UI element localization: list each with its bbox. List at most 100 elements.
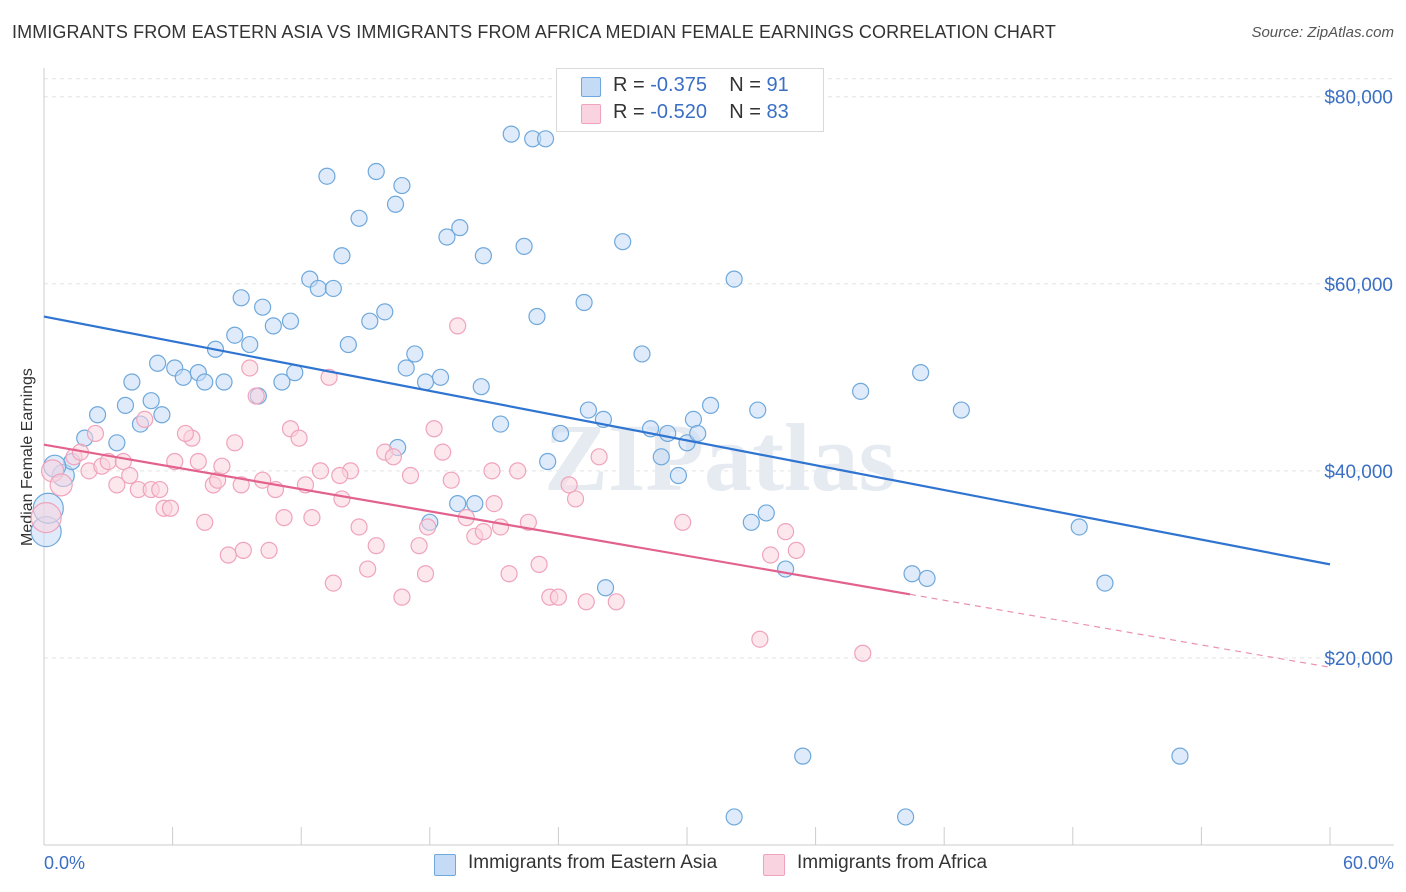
data-point xyxy=(213,457,231,475)
data-point xyxy=(485,494,503,513)
data-point xyxy=(725,808,743,826)
series-legend: Immigrants from Eastern Asia Immigrants … xyxy=(0,852,1406,878)
data-point xyxy=(331,466,349,485)
data-point xyxy=(897,808,915,826)
data-point xyxy=(749,401,767,419)
data-point xyxy=(88,406,107,424)
data-point xyxy=(761,546,780,564)
legend-label-africa: Immigrants from Africa xyxy=(797,852,988,873)
legend-r-value: -0.375 xyxy=(650,74,707,96)
data-point xyxy=(309,279,327,298)
legend-n-value: 91 xyxy=(766,74,789,96)
data-point xyxy=(161,499,180,517)
legend-n-value: 83 xyxy=(766,101,789,123)
data-point xyxy=(410,537,428,555)
data-point xyxy=(614,233,632,251)
data-point xyxy=(472,378,490,396)
data-point xyxy=(419,518,437,536)
data-point xyxy=(509,462,527,480)
data-point xyxy=(241,335,259,354)
data-point xyxy=(303,509,321,527)
data-point xyxy=(416,373,435,391)
data-point xyxy=(751,630,769,648)
chart-title: IMMIGRANTS FROM EASTERN ASIA VS IMMIGRAN… xyxy=(12,22,1056,42)
trend-line xyxy=(43,443,911,596)
data-point xyxy=(241,359,259,377)
data-point xyxy=(151,480,169,499)
data-point xyxy=(633,345,651,363)
data-point xyxy=(333,490,351,508)
data-point xyxy=(1171,747,1189,765)
data-point xyxy=(530,555,548,573)
data-point xyxy=(449,494,467,513)
data-point xyxy=(596,579,615,597)
data-point xyxy=(549,588,568,606)
data-point xyxy=(406,345,424,363)
data-point xyxy=(30,502,62,534)
correlation-legend: R = -0.375 N = 91 R = -0.520 N = 83 xyxy=(556,68,824,132)
data-point xyxy=(536,130,555,148)
data-point xyxy=(260,541,278,559)
data-point xyxy=(153,406,171,424)
legend-n-label: N = xyxy=(729,74,761,96)
legend-r-value: -0.520 xyxy=(650,101,707,123)
data-point xyxy=(273,373,291,391)
data-point xyxy=(451,219,469,237)
data-point xyxy=(376,303,394,321)
data-point xyxy=(903,565,921,583)
data-point xyxy=(367,537,385,555)
y-tick-label: $40,000 xyxy=(1324,462,1393,483)
data-point xyxy=(1096,574,1114,592)
data-point xyxy=(725,270,743,288)
data-point xyxy=(590,448,608,466)
legend-swatch-eastern-asia xyxy=(434,854,456,876)
data-point xyxy=(416,565,435,583)
data-point xyxy=(539,452,557,471)
data-point xyxy=(108,434,126,452)
data-point xyxy=(466,494,484,513)
data-point xyxy=(652,448,670,466)
data-point xyxy=(912,364,930,382)
data-point xyxy=(359,560,377,578)
data-point xyxy=(528,307,546,326)
data-point xyxy=(575,293,593,312)
data-point xyxy=(108,476,126,494)
data-point xyxy=(491,518,510,536)
data-point xyxy=(566,490,585,508)
y-tick-label: $60,000 xyxy=(1324,275,1393,296)
data-point xyxy=(560,476,578,494)
data-point xyxy=(234,541,252,559)
data-point xyxy=(116,396,135,414)
data-point xyxy=(577,593,595,611)
data-point xyxy=(136,410,154,429)
legend-r-label: R = xyxy=(613,101,645,123)
data-point xyxy=(232,476,250,494)
data-point xyxy=(174,368,192,386)
data-point xyxy=(787,541,805,559)
legend-swatch-africa xyxy=(763,854,785,876)
data-point xyxy=(500,565,518,583)
data-point xyxy=(425,420,443,438)
data-point xyxy=(757,504,775,522)
data-point xyxy=(219,546,237,564)
data-point xyxy=(232,289,250,307)
data-point xyxy=(189,452,207,471)
trend-line-extension xyxy=(909,593,1331,668)
data-point xyxy=(264,317,282,335)
data-point xyxy=(776,523,795,541)
axes xyxy=(43,68,1394,846)
data-point xyxy=(689,424,707,443)
y-tick-label: $20,000 xyxy=(1324,649,1393,670)
data-point xyxy=(393,176,411,195)
data-point xyxy=(551,424,570,443)
data-point xyxy=(333,247,351,265)
data-point xyxy=(275,509,293,527)
data-point xyxy=(281,312,300,330)
trend-lines xyxy=(43,315,1331,668)
data-point xyxy=(674,513,692,531)
data-point xyxy=(324,279,342,298)
data-point xyxy=(121,466,139,485)
data-point xyxy=(442,471,460,489)
data-point xyxy=(669,466,688,485)
data-point xyxy=(491,415,510,433)
